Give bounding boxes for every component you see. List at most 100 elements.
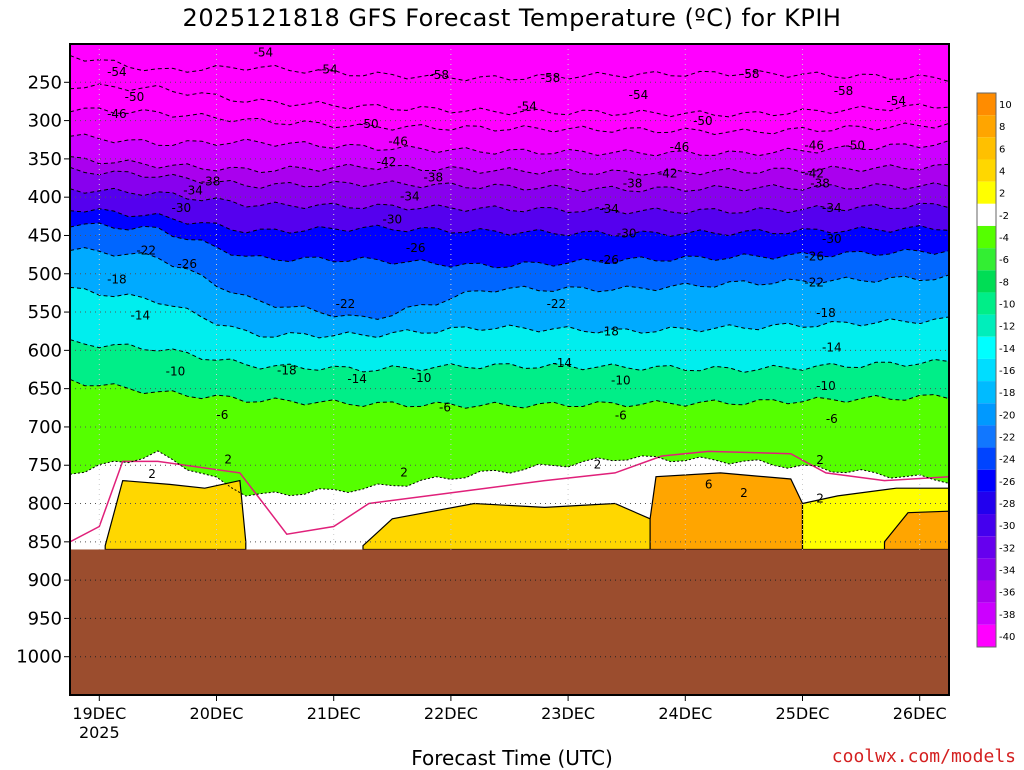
- isotherm-label: -34: [599, 202, 619, 216]
- isotherm-label: -54: [629, 88, 649, 102]
- colorbar-swatch: [977, 580, 996, 603]
- isotherm-label: -14: [347, 372, 367, 386]
- isotherm-label: -34: [183, 184, 203, 198]
- isotherm-label: -10: [611, 373, 631, 387]
- y-tick-label: 500: [28, 264, 62, 285]
- y-tick-label: 900: [28, 570, 62, 591]
- plot-frame: [69, 43, 950, 696]
- x-tick-label: 21DEC: [307, 704, 361, 723]
- y-tick-label: 650: [28, 379, 62, 400]
- colorbar-label: -4: [999, 233, 1009, 244]
- isotherm-label: -22: [547, 297, 567, 311]
- y-tick-label: 400: [28, 187, 62, 208]
- colorbar-swatch: [977, 358, 996, 382]
- warm-area-0: [104, 479, 247, 551]
- isotherm-label: -10: [816, 379, 836, 393]
- isotherm--18: [70, 247, 949, 320]
- credit-link[interactable]: coolwx.com/models: [831, 746, 1016, 767]
- chart-title: 2025121818 GFS Forecast Temperature (ºC)…: [182, 4, 842, 32]
- isotherm--38: [70, 156, 949, 176]
- colorbar-swatch: [977, 425, 996, 448]
- isotherm-label: -6: [216, 408, 228, 422]
- isotherm-label: 2: [594, 458, 602, 472]
- colorbar-label: 4: [999, 167, 1005, 178]
- colorbar-label: -40: [999, 632, 1015, 643]
- colorbar-label: -38: [999, 610, 1015, 621]
- isotherm-label: -18: [277, 364, 297, 378]
- warm-area-4: [883, 510, 949, 551]
- colorbar-label: -2: [999, 211, 1009, 222]
- isotherm-label: -22: [336, 297, 356, 311]
- y-tick-label: 800: [28, 494, 62, 515]
- isotherm-2: [70, 450, 949, 497]
- isotherm-label: -46: [107, 107, 127, 121]
- plot-area: [70, 44, 949, 695]
- y-tick-label: 700: [28, 417, 62, 438]
- isotherm-label: 2: [400, 465, 408, 479]
- isotherm--42: [70, 133, 949, 157]
- isotherm-label: 2: [816, 453, 824, 467]
- isotherm-label: -18: [599, 324, 619, 338]
- colorbar-swatch: [977, 93, 996, 116]
- isotherm--46: [70, 107, 949, 136]
- isotherm-label: -58: [429, 68, 449, 82]
- y-tick-label: 750: [28, 455, 62, 476]
- colorbar-label: 8: [999, 122, 1005, 133]
- isotherm-label: -50: [125, 90, 145, 104]
- zero-degree-line: [70, 450, 949, 543]
- isotherm-label: -58: [834, 84, 854, 98]
- colorbar-swatch: [977, 159, 996, 182]
- colorbar-label: -16: [999, 366, 1015, 377]
- y-tick-label: 950: [28, 608, 62, 629]
- colorbar-swatch: [977, 514, 996, 537]
- isotherm-label: -34: [400, 190, 420, 204]
- x-tick-label: 26DEC: [893, 704, 947, 723]
- grid: [70, 44, 949, 695]
- isotherm-label: -26: [804, 249, 824, 263]
- y-tick-label: 600: [28, 340, 62, 361]
- colorbar-frame: [976, 92, 997, 648]
- isotherm-label: -54: [517, 99, 537, 113]
- ground-rect: [70, 549, 949, 695]
- isotherm-label: -54: [254, 46, 274, 60]
- y-tick-label: 1000: [16, 647, 62, 668]
- isotherm-label: -14: [552, 356, 572, 370]
- isotherm-label: 2: [224, 452, 232, 466]
- x-tick-label: 22DEC: [424, 704, 478, 723]
- isotherm-label: 2: [740, 486, 748, 500]
- colorbar-swatch: [977, 336, 996, 359]
- y-tick-label: 250: [28, 72, 62, 93]
- isotherm-label: -26: [599, 253, 619, 267]
- isotherm-label: -38: [424, 171, 444, 185]
- isotherm-label: -14: [822, 341, 842, 355]
- colorbar-swatch: [977, 115, 996, 138]
- colorbar-label: 6: [999, 144, 1005, 155]
- isotherm-label: -18: [816, 306, 836, 320]
- colorbar-label: -30: [999, 521, 1015, 532]
- y-tick-label: 550: [28, 302, 62, 323]
- colorbar-label: -34: [999, 565, 1015, 576]
- warm-area-2: [649, 472, 804, 551]
- isotherm-label: -38: [201, 174, 221, 188]
- colorbar-swatch: [977, 248, 996, 271]
- isotherm-label: -54: [886, 94, 906, 108]
- colorbar-label: -14: [999, 344, 1015, 355]
- colorbar-swatch: [977, 558, 996, 581]
- isotherm-label: -58: [541, 71, 561, 85]
- isotherm--6: [70, 378, 949, 409]
- x-tick-label: 19DEC: [72, 704, 126, 723]
- isotherm-label: -22: [136, 243, 156, 257]
- x-tick-label: 20DEC: [190, 704, 244, 723]
- colorbar-swatch: [977, 624, 996, 647]
- y-tick-label: 450: [28, 225, 62, 246]
- colorbar-label: -18: [999, 388, 1015, 399]
- isotherm-label: -50: [359, 117, 379, 131]
- colorbar-label: -22: [999, 432, 1015, 443]
- colorbar-label: -24: [999, 455, 1015, 466]
- isotherm-label: 6: [705, 478, 713, 492]
- isotherm--34: [70, 166, 949, 193]
- isotherm-label: -30: [382, 213, 402, 227]
- isotherm--26: [70, 208, 949, 237]
- colorbar-swatch: [977, 314, 996, 337]
